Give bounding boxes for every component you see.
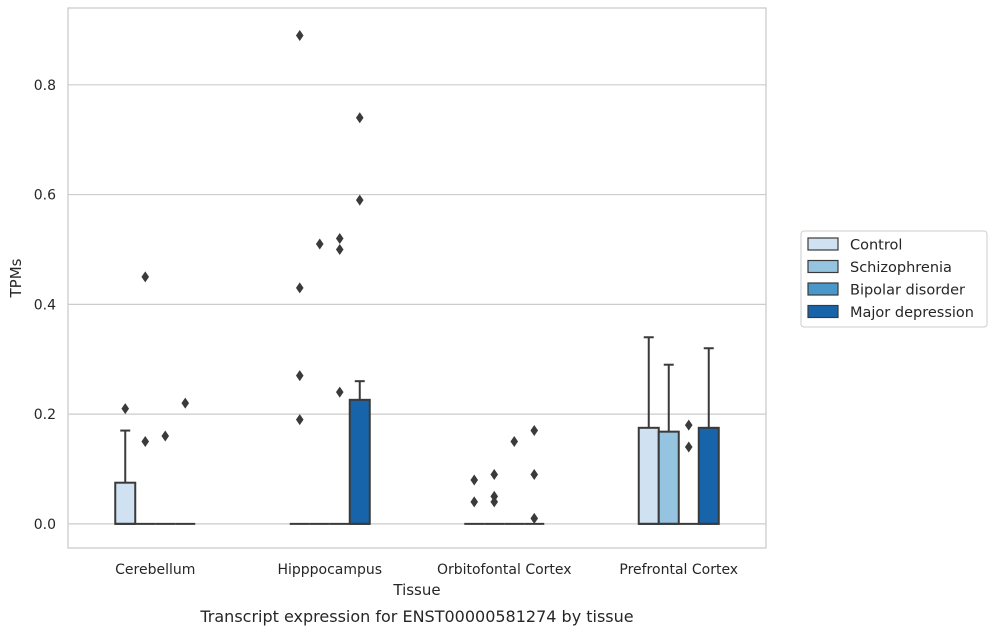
- outlier-point: [295, 414, 304, 426]
- outlier-point: [335, 243, 344, 255]
- outlier-point: [295, 282, 304, 294]
- box: [657, 430, 680, 525]
- y-tick-label: 0.2: [34, 407, 56, 423]
- legend-item: Bipolar disorder: [807, 282, 965, 299]
- y-tick-labels: 0.0 0.2 0.4 0.6 0.8: [34, 78, 56, 533]
- y-tick-label: 0.0: [34, 517, 56, 533]
- box-major-depression: [697, 347, 720, 525]
- legend: Control Schizophrenia Bipolar disorder Majo…: [800, 230, 988, 328]
- legend-item: Control: [807, 237, 902, 254]
- outlier-point: [355, 112, 364, 124]
- outlier-point: [335, 386, 344, 398]
- outlier-point: [470, 496, 479, 508]
- legend-label: Schizophrenia: [850, 260, 952, 276]
- x-tick-label: Orbitofontal Cortex: [437, 562, 572, 578]
- y-tick-label: 0.4: [34, 297, 56, 313]
- outlier-point: [490, 468, 499, 480]
- outlier-point: [530, 512, 539, 524]
- box-schizophrenia: [657, 363, 680, 525]
- legend-label: Control: [850, 238, 902, 254]
- box: [348, 398, 371, 525]
- box-control: [114, 429, 137, 525]
- outlier-point: [295, 29, 304, 41]
- outlier-point: [684, 441, 693, 453]
- outlier-point: [335, 232, 344, 244]
- x-tick-labels: Cerebellum Hipppocampus Orbitofontal Corte…: [115, 562, 738, 578]
- outlier-point: [530, 425, 539, 437]
- legend-label: Major depression: [850, 305, 974, 321]
- legend-swatch: [807, 237, 839, 251]
- box: [697, 426, 720, 525]
- legend-swatch: [807, 282, 839, 296]
- outlier-point: [470, 474, 479, 486]
- outlier-points: [121, 29, 693, 524]
- legend-swatch: [807, 304, 839, 319]
- outlier-point: [295, 370, 304, 382]
- box: [637, 426, 660, 525]
- x-tick-label: Cerebellum: [115, 562, 195, 578]
- outlier-point: [510, 436, 519, 448]
- y-axis-title: TPMs: [7, 258, 25, 298]
- legend-label: Bipolar disorder: [850, 283, 965, 299]
- y-tick-label: 0.6: [34, 188, 56, 204]
- outlier-point: [315, 238, 324, 250]
- box: [114, 481, 137, 525]
- outlier-point: [684, 419, 693, 431]
- box-major-depression: [348, 380, 371, 525]
- outlier-point: [141, 271, 150, 283]
- outlier-point: [530, 468, 539, 480]
- outlier-point: [121, 403, 130, 415]
- legend-item: Major depression: [807, 304, 974, 321]
- legend-swatch: [807, 259, 839, 274]
- outlier-point: [355, 194, 364, 206]
- x-axis-title: Tissue: [392, 581, 440, 599]
- outlier-point: [141, 436, 150, 448]
- outlier-point: [181, 397, 190, 409]
- x-tick-label: Hipppocampus: [277, 562, 382, 578]
- outlier-point: [490, 496, 499, 508]
- chart-caption: Transcript expression for ENST0000058127…: [199, 607, 633, 626]
- y-tick-label: 0.8: [34, 78, 56, 94]
- box-series: [114, 336, 720, 525]
- outlier-point: [161, 430, 170, 442]
- legend-frame: [800, 230, 988, 328]
- x-tick-label: Prefrontal Cortex: [619, 562, 738, 578]
- legend-item: Schizophrenia: [807, 259, 952, 276]
